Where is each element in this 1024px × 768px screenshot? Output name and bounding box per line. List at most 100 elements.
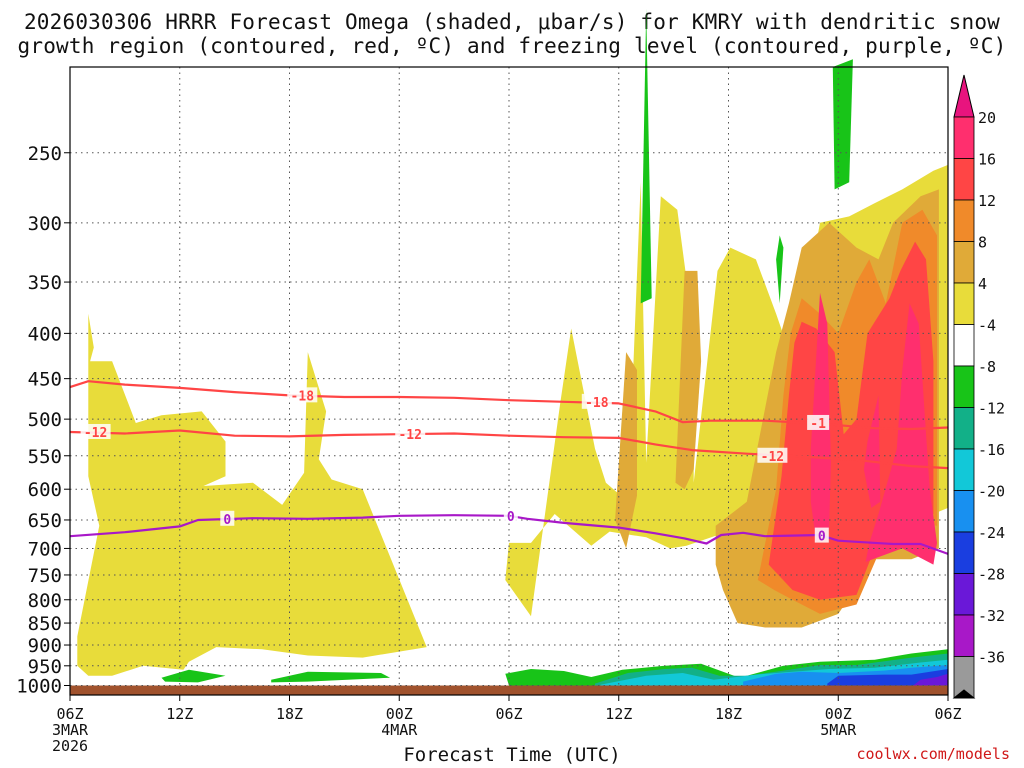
omega-region-11 <box>640 9 652 304</box>
colorbar-label: -16 <box>978 441 1005 459</box>
x-tick-label: 06Z <box>934 705 961 723</box>
x-tick-label: 06Z <box>56 705 83 723</box>
contour--12 <box>69 429 949 470</box>
y-tick-label: 350 <box>28 272 62 294</box>
colorbar-swatch <box>953 241 975 284</box>
colorbar-swatch <box>953 448 975 491</box>
omega-region-14 <box>271 671 391 683</box>
contour-label: -18 <box>585 396 609 411</box>
contour-label: 0 <box>223 513 231 528</box>
contour-label: -12 <box>761 450 784 465</box>
colorbar-label: 20 <box>978 109 996 127</box>
x-axis-title: Forecast Time (UTC) <box>403 744 621 766</box>
contour-label-bg <box>395 426 426 442</box>
contour-label: 0 <box>818 530 826 545</box>
colorbar-label: 12 <box>978 192 996 210</box>
colorbar-top-arrow <box>953 74 975 118</box>
colorbar: 20 16 12 8 4 -4 -8 -12 -16 -20 -24 -28 -32 -36 <box>952 74 1005 699</box>
y-axis: 2503003504004505005506006507007508008509… <box>16 143 70 698</box>
x-tick-label: 12Z <box>605 705 632 723</box>
colorbar-label: -4 <box>978 317 996 335</box>
colorbar-swatch <box>953 282 975 325</box>
x-tick-label: 00Z <box>825 705 852 723</box>
x-tick-date-label: 4MAR <box>381 721 418 739</box>
colorbar-label: -36 <box>978 649 1005 667</box>
omega-region-8 <box>863 395 881 508</box>
contour-0 <box>69 514 949 555</box>
terrain-ground <box>70 685 948 695</box>
colorbar-swatch <box>953 614 975 657</box>
colorbar-label: -32 <box>978 607 1005 625</box>
temperature-contours: -18 -18 -1 -12 -12 -12 0 0 0 <box>69 380 949 555</box>
y-tick-label: 900 <box>28 635 62 657</box>
chart-title-line-1: 2026030306 HRRR Forecast Omega (shaded, … <box>23 10 1001 34</box>
x-tick-year-label: 2026 <box>52 737 88 755</box>
x-tick-label: 06Z <box>495 705 522 723</box>
contour-label: -12 <box>84 426 107 441</box>
colorbar-label: -8 <box>978 358 996 376</box>
x-tick-label: 00Z <box>386 705 413 723</box>
y-tick-label: 950 <box>28 656 62 678</box>
y-tick-label: 500 <box>28 409 62 431</box>
colorbar-swatch <box>953 199 975 242</box>
contour-label-bg <box>581 393 612 409</box>
omega-region-12 <box>776 235 784 304</box>
colorbar-swatch <box>953 116 975 159</box>
colorbar-label: -12 <box>978 400 1005 418</box>
y-tick-label: 450 <box>28 369 62 391</box>
contour-label: 0 <box>507 510 515 525</box>
grid-lines <box>70 67 948 687</box>
colorbar-bottom-arrow <box>952 689 976 699</box>
x-tick-date-label: 5MAR <box>820 721 857 739</box>
y-tick-label: 550 <box>28 446 62 468</box>
omega-region-20 <box>913 673 948 686</box>
omega-region-3 <box>675 270 702 490</box>
contour-label-bg <box>287 387 318 403</box>
colorbar-label: 4 <box>978 275 987 293</box>
omega-region-0 <box>77 313 427 676</box>
y-tick-label: 250 <box>28 143 62 165</box>
contour-label: -18 <box>291 389 315 404</box>
colorbar-swatch <box>953 490 975 533</box>
colorbar-swatch <box>953 531 975 574</box>
colorbar-label: 16 <box>978 151 996 169</box>
y-tick-label: 600 <box>28 479 62 501</box>
y-tick-label: 750 <box>28 565 62 587</box>
contour-label-bg <box>757 447 788 463</box>
contour-label-bg <box>220 510 235 526</box>
x-tick-label: 12Z <box>166 705 193 723</box>
contour-label-bg <box>807 414 830 430</box>
colorbar-label: -20 <box>978 483 1005 501</box>
contour-label: -12 <box>398 428 421 443</box>
y-tick-label: 650 <box>28 510 62 532</box>
omega-region-2 <box>615 352 637 549</box>
contour-label-bg <box>503 507 518 523</box>
x-tick-date-label: 3MAR <box>52 721 89 739</box>
omega-region-13 <box>161 669 226 683</box>
y-tick-label: 1000 <box>16 676 62 698</box>
contour-label-bg <box>814 527 829 543</box>
colorbar-swatch <box>953 324 975 367</box>
colorbar-swatch <box>953 407 975 450</box>
y-tick-label: 850 <box>28 613 62 635</box>
credit-text: coolwx.com/models <box>856 745 1010 763</box>
contour-label: -1 <box>810 417 826 432</box>
colorbar-label: -28 <box>978 566 1005 584</box>
omega-region-10 <box>832 59 853 190</box>
colorbar-swatch <box>953 365 975 408</box>
y-tick-label: 800 <box>28 590 62 612</box>
y-tick-label: 400 <box>28 323 62 345</box>
y-tick-label: 700 <box>28 538 62 560</box>
omega-region-9 <box>865 303 937 565</box>
colorbar-label: -24 <box>978 524 1005 542</box>
x-tick-label: 18Z <box>276 705 303 723</box>
x-tick-label: 18Z <box>715 705 742 723</box>
y-tick-label: 300 <box>28 213 62 235</box>
chart-title-line-2: growth region (contoured, red, ºC) and f… <box>17 34 1007 58</box>
colorbar-swatch <box>953 573 975 616</box>
contour-label-bg <box>80 423 111 439</box>
colorbar-label: 8 <box>978 234 987 252</box>
omega-region-19 <box>827 669 948 686</box>
